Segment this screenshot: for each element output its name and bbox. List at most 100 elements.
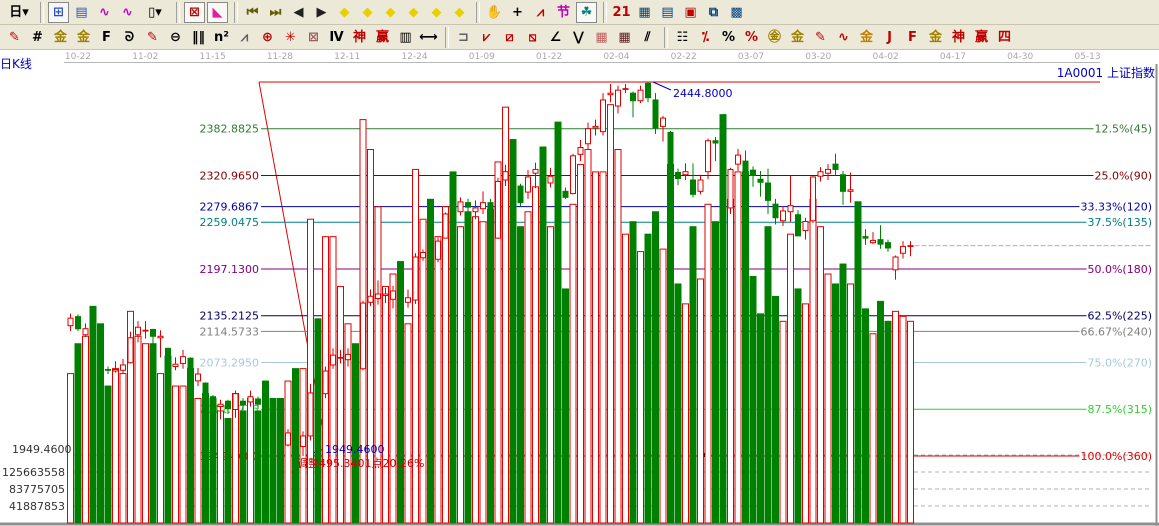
percent-band-button[interactable]: %	[741, 27, 762, 48]
candle-body	[157, 335, 164, 339]
crosshair-button[interactable]: +	[507, 2, 528, 23]
period-selector[interactable]: 日▾	[4, 2, 34, 23]
candle-body	[720, 165, 726, 210]
calendar-button[interactable]: 21	[611, 2, 632, 23]
square-web-button[interactable]: ⊠	[303, 27, 324, 48]
candle	[142, 321, 149, 339]
move-right-button[interactable]: ◆	[357, 2, 378, 23]
candle-body	[120, 364, 126, 371]
pen-tool-button[interactable]: ✎	[4, 27, 25, 48]
notepad-button[interactable]: ▤	[657, 2, 678, 23]
volume-bar	[434, 236, 442, 524]
fan-lines-button[interactable]: ⩗	[476, 27, 497, 48]
candle-body	[397, 288, 404, 302]
marker-button[interactable]: ✎	[810, 27, 831, 48]
toolbar-separator	[445, 26, 449, 48]
pattern-button[interactable]: ⩘	[530, 2, 551, 23]
candle	[367, 289, 374, 307]
candle	[855, 209, 861, 244]
toolbar-separator	[603, 1, 607, 23]
n-squared-button[interactable]: n²	[211, 27, 232, 48]
j-fan-button[interactable]: J	[879, 27, 900, 48]
candle-body	[517, 185, 524, 204]
candle-body	[90, 330, 96, 340]
measure-icon: ⟷	[419, 29, 438, 45]
wave-button[interactable]: Ⅳ	[326, 27, 347, 48]
angle-button[interactable]: ∠	[545, 27, 566, 48]
flag-button[interactable]: ◣	[207, 1, 228, 23]
gold-ratio-button[interactable]: 金	[50, 27, 71, 48]
candle	[892, 255, 899, 280]
gold-circle-button[interactable]: ㊎	[764, 27, 785, 48]
candle	[562, 187, 569, 199]
sine-button[interactable]: ∿	[833, 27, 854, 48]
indicator-9-button[interactable]: ∿	[117, 2, 138, 23]
spiral-button[interactable]: ᘐ	[119, 27, 140, 48]
candle-body	[97, 340, 104, 367]
gann-box-button[interactable]: ⧄	[499, 27, 520, 48]
clear-drawings-button[interactable]: ⊠	[184, 1, 205, 23]
candle-body	[592, 125, 599, 129]
chart-window-button[interactable]: ⊞	[48, 1, 69, 23]
cycle-lines-button[interactable]: ‖‖	[188, 27, 209, 48]
network-button[interactable]: ⧉	[703, 2, 724, 23]
zoom-horizontal-button[interactable]: ◆	[380, 2, 401, 23]
web-button[interactable]: ✳	[280, 27, 301, 48]
shrink-horizontal-button[interactable]: ◆	[403, 2, 424, 23]
fibonacci-f-button[interactable]: F	[96, 27, 117, 48]
ruler-123-button[interactable]: ▥	[395, 27, 416, 48]
brain-button[interactable]: ☘	[576, 1, 597, 23]
grid-button[interactable]: ▦	[591, 27, 612, 48]
scroll-right-button[interactable]: ▶	[311, 2, 332, 23]
target-button[interactable]: ⊕	[257, 27, 278, 48]
volume-bar	[652, 211, 659, 524]
calculator-button[interactable]: ▦	[634, 2, 655, 23]
first-bar-button[interactable]: ⏮	[242, 2, 263, 23]
candle	[375, 280, 381, 305]
circle-button[interactable]: ⊖	[165, 27, 186, 48]
scroll-left-button[interactable]: ◀	[288, 2, 309, 23]
shen-button[interactable]: 神	[349, 27, 370, 48]
f-fan-button[interactable]: F	[902, 27, 923, 48]
shen-fan-button[interactable]: 神	[948, 27, 969, 48]
grid-2-button[interactable]: ▦	[614, 27, 635, 48]
candle-type-selector[interactable]: ▯▾	[140, 2, 170, 23]
gold-line-button[interactable]: 金	[787, 27, 808, 48]
ruler-pen-button[interactable]: ✎	[142, 27, 163, 48]
volume-bar	[74, 343, 82, 524]
table-button[interactable]: ☷	[672, 27, 693, 48]
si-fan-button[interactable]: 四	[994, 27, 1015, 48]
channel-button[interactable]: ⫽	[637, 27, 658, 48]
volume-bar	[277, 398, 284, 524]
gold-fan-button[interactable]: 金	[925, 27, 946, 48]
move-left-button[interactable]: ◆	[334, 2, 355, 23]
speed-lines-button[interactable]: ⩘	[234, 27, 255, 48]
document-button[interactable]: ▤	[71, 2, 92, 23]
festival-button[interactable]: 节	[553, 2, 574, 23]
candle	[315, 387, 321, 403]
hand-button[interactable]: ✋	[484, 2, 505, 23]
gann-fan-button[interactable]: ⧅	[522, 27, 543, 48]
indicator-3-button[interactable]: ∿	[94, 2, 115, 23]
gold-box-button[interactable]: 金	[856, 27, 877, 48]
percent-button[interactable]: %	[718, 27, 739, 48]
ying-fan-button[interactable]: 赢	[971, 27, 992, 48]
zoom-out-button[interactable]: ◆	[449, 2, 470, 23]
candle-body	[615, 89, 621, 107]
volume-bar	[307, 218, 314, 524]
parallel-lines-button[interactable]: #	[27, 27, 48, 48]
volume-bar	[419, 218, 427, 524]
gold-ratio-2-button[interactable]: 金	[73, 27, 94, 48]
percent-line-button[interactable]: ⁒	[695, 27, 716, 48]
save-button[interactable]: ▣	[680, 2, 701, 23]
measure-button[interactable]: ⟷	[418, 27, 439, 48]
box-button[interactable]: ⊐	[453, 27, 474, 48]
zoom-in-button[interactable]: ◆	[426, 2, 447, 23]
v-line-button[interactable]: ⋁	[568, 27, 589, 48]
volume-bar	[787, 233, 794, 524]
terminal-button[interactable]: ▩	[726, 2, 747, 23]
last-bar-button[interactable]: ⏭	[265, 2, 286, 23]
ying-button[interactable]: 赢	[372, 27, 393, 48]
volume-bar	[899, 315, 907, 524]
